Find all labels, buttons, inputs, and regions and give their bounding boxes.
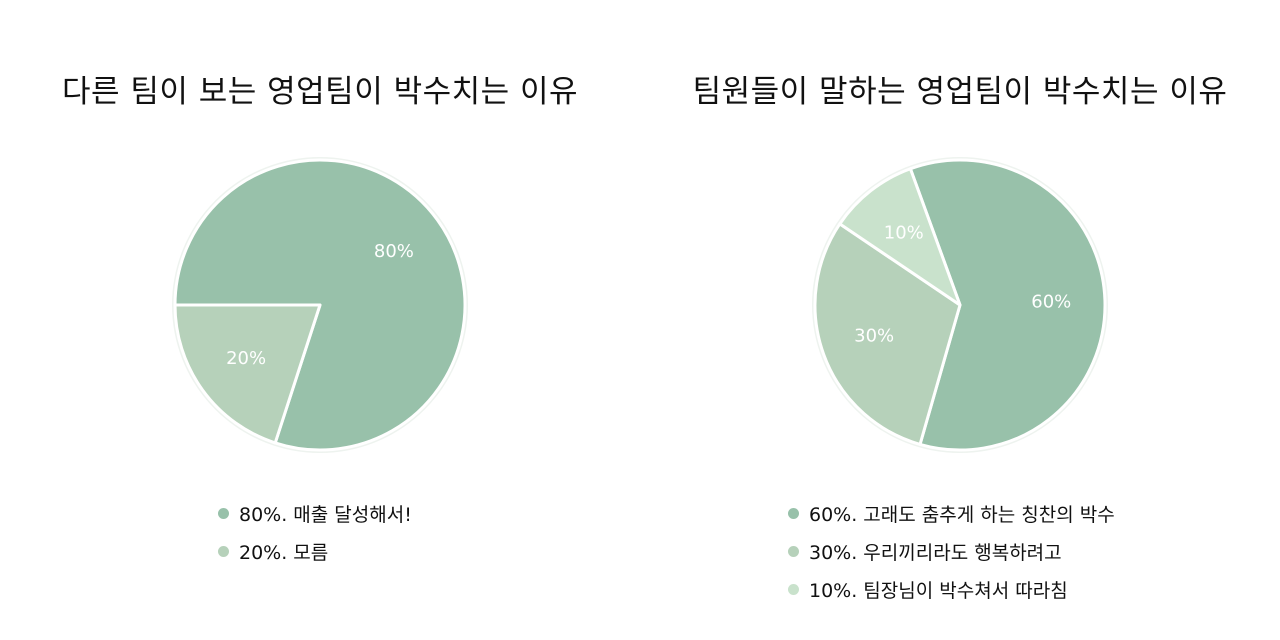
legend-swatch-icon (218, 545, 229, 557)
slice-data-label: 60% (1031, 291, 1071, 312)
legend-label: 80%. 매출 달성해서! (239, 503, 412, 526)
pie-chart: 60% 30% 10% (812, 157, 1108, 453)
pie-slice (908, 158, 1107, 452)
legend-label: 20%. 모름 (239, 541, 329, 564)
legend-item: 60%. 고래도 춤추게 하는 칭찬의 박수 (788, 494, 1115, 532)
legend-item: 10%. 팀장님이 박수쳐서 따라침 (788, 570, 1115, 608)
chart-panel-sales-members: 팀원들이 말하는 영업팀이 박수치는 이유 60% 30% 10% 60%. 고래도… (640, 0, 1280, 640)
legend-label: 60%. 고래도 춤추게 하는 칭찬의 박수 (809, 503, 1115, 526)
pie-slice (813, 222, 962, 446)
chart-legend: 60%. 고래도 춤추게 하는 칭찬의 박수 30%. 우리끼리라도 행복하려고… (788, 494, 1115, 608)
slice-data-label: 10% (884, 223, 924, 244)
legend-item: 20%. 모름 (218, 532, 412, 570)
pie-outline (172, 157, 468, 453)
chart-title: 다른 팀이 보는 영업팀이 박수치는 이유 (61, 74, 579, 110)
legend-swatch-icon (788, 507, 799, 519)
slice-data-label: 30% (854, 326, 894, 347)
pie-slice (838, 167, 962, 307)
legend-item: 80%. 매출 달성해서! (218, 494, 412, 532)
legend-swatch-icon (218, 507, 229, 519)
chart-panel-sales-others: 다른 팀이 보는 영업팀이 박수치는 이유 80% 20% 80%. 매출 달성해… (61, 74, 579, 570)
chart-legend: 80%. 매출 달성해서! 20%. 모름 (218, 494, 412, 570)
chart-title: 팀원들이 말하는 영업팀이 박수치는 이유 (692, 74, 1228, 110)
legend-label: 10%. 팀장님이 박수쳐서 따라침 (809, 579, 1068, 602)
pie-chart: 80% 20% (172, 157, 468, 453)
pie-outline (812, 157, 1108, 453)
legend-label: 30%. 우리끼리라도 행복하려고 (809, 541, 1062, 564)
legend-swatch-icon (788, 545, 799, 557)
slice-data-label: 20% (226, 348, 266, 369)
pie-slice (173, 303, 322, 445)
legend-item: 30%. 우리끼리라도 행복하려고 (788, 532, 1115, 570)
legend-swatch-icon (788, 583, 799, 595)
slice-data-label: 80% (374, 241, 414, 262)
